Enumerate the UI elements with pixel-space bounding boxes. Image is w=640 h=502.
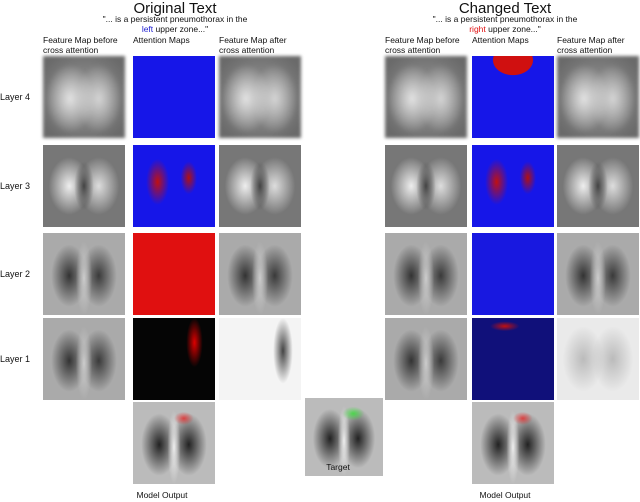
feature-image — [385, 318, 467, 400]
feature-image — [219, 56, 301, 138]
feature-image — [133, 233, 215, 315]
feature-image — [557, 318, 639, 400]
quote-part: right — [469, 24, 486, 34]
column-header: Attention Maps — [472, 35, 529, 45]
feature-image — [385, 145, 467, 227]
feature-image — [385, 56, 467, 138]
output-image — [472, 402, 554, 484]
feature-image — [133, 145, 215, 227]
column-header: Feature Map before cross attention — [385, 35, 460, 55]
output-image — [133, 402, 215, 484]
feature-image — [219, 145, 301, 227]
output-label: Target — [326, 462, 350, 472]
column-header: Feature Map after cross attention — [557, 35, 625, 55]
feature-image — [557, 233, 639, 315]
quote: "... is a persistent pneumothorax in the… — [75, 14, 275, 34]
feature-image — [472, 56, 554, 138]
column-header: Feature Map after cross attention — [219, 35, 287, 55]
feature-image — [219, 233, 301, 315]
quote-part: upper zone..." — [488, 24, 541, 34]
feature-image — [472, 233, 554, 315]
quote-part: "... is a persistent pneumothorax in the — [432, 14, 578, 24]
panel-title: Changed Text — [458, 0, 552, 17]
feature-image — [133, 56, 215, 138]
feature-image — [43, 145, 125, 227]
quote-part: "... is a persistent pneumothorax in the — [102, 14, 248, 24]
column-header: Attention Maps — [133, 35, 190, 45]
feature-image — [472, 318, 554, 400]
quote-part: left — [141, 24, 154, 34]
feature-image — [133, 318, 215, 400]
feature-image — [43, 318, 125, 400]
row-label: Layer 2 — [0, 269, 31, 279]
column-header: Feature Map before cross attention — [43, 35, 118, 55]
target-image — [305, 398, 383, 476]
feature-image — [219, 318, 301, 400]
output-label: Model Output — [136, 490, 188, 500]
row-label: Layer 4 — [0, 92, 31, 102]
quote-part: upper zone..." — [155, 24, 209, 34]
row-label: Layer 3 — [0, 181, 31, 191]
feature-image — [43, 56, 125, 138]
feature-image — [557, 56, 639, 138]
feature-image — [385, 233, 467, 315]
feature-image — [557, 145, 639, 227]
feature-image — [43, 233, 125, 315]
row-label: Layer 1 — [0, 354, 31, 364]
feature-image — [472, 145, 554, 227]
quote: "... is a persistent pneumothorax in the… — [405, 14, 605, 34]
panel-title: Original Text — [133, 0, 217, 17]
output-label: Model Output — [479, 490, 531, 500]
